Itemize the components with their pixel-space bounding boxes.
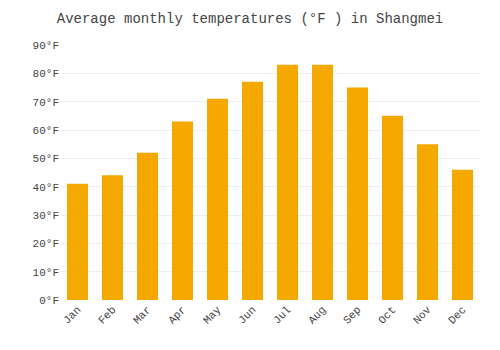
svg-text:70°F: 70°F xyxy=(33,97,59,109)
svg-text:90°F: 90°F xyxy=(33,40,59,52)
svg-text:Dec: Dec xyxy=(446,304,468,326)
svg-text:50°F: 50°F xyxy=(33,153,59,165)
svg-text:30°F: 30°F xyxy=(33,210,59,222)
svg-text:Mar: Mar xyxy=(131,304,153,326)
svg-text:Nov: Nov xyxy=(411,304,434,327)
svg-text:40°F: 40°F xyxy=(33,182,59,194)
svg-text:Jun: Jun xyxy=(236,304,258,326)
svg-text:Jan: Jan xyxy=(61,304,83,326)
svg-text:80°F: 80°F xyxy=(33,68,59,80)
svg-text:Jul: Jul xyxy=(271,304,293,326)
svg-text:Sep: Sep xyxy=(341,304,363,326)
svg-text:Feb: Feb xyxy=(96,304,118,326)
svg-text:May: May xyxy=(201,304,224,327)
svg-text:Apr: Apr xyxy=(166,304,188,326)
svg-text:0°F: 0°F xyxy=(39,295,59,307)
svg-text:60°F: 60°F xyxy=(33,125,59,137)
svg-text:Average monthly temperatures (: Average monthly temperatures (°F ) in Sh… xyxy=(57,11,443,27)
svg-text:Aug: Aug xyxy=(306,304,328,326)
svg-text:10°F: 10°F xyxy=(33,267,59,279)
svg-text:Oct: Oct xyxy=(376,304,398,326)
svg-text:20°F: 20°F xyxy=(33,238,59,250)
